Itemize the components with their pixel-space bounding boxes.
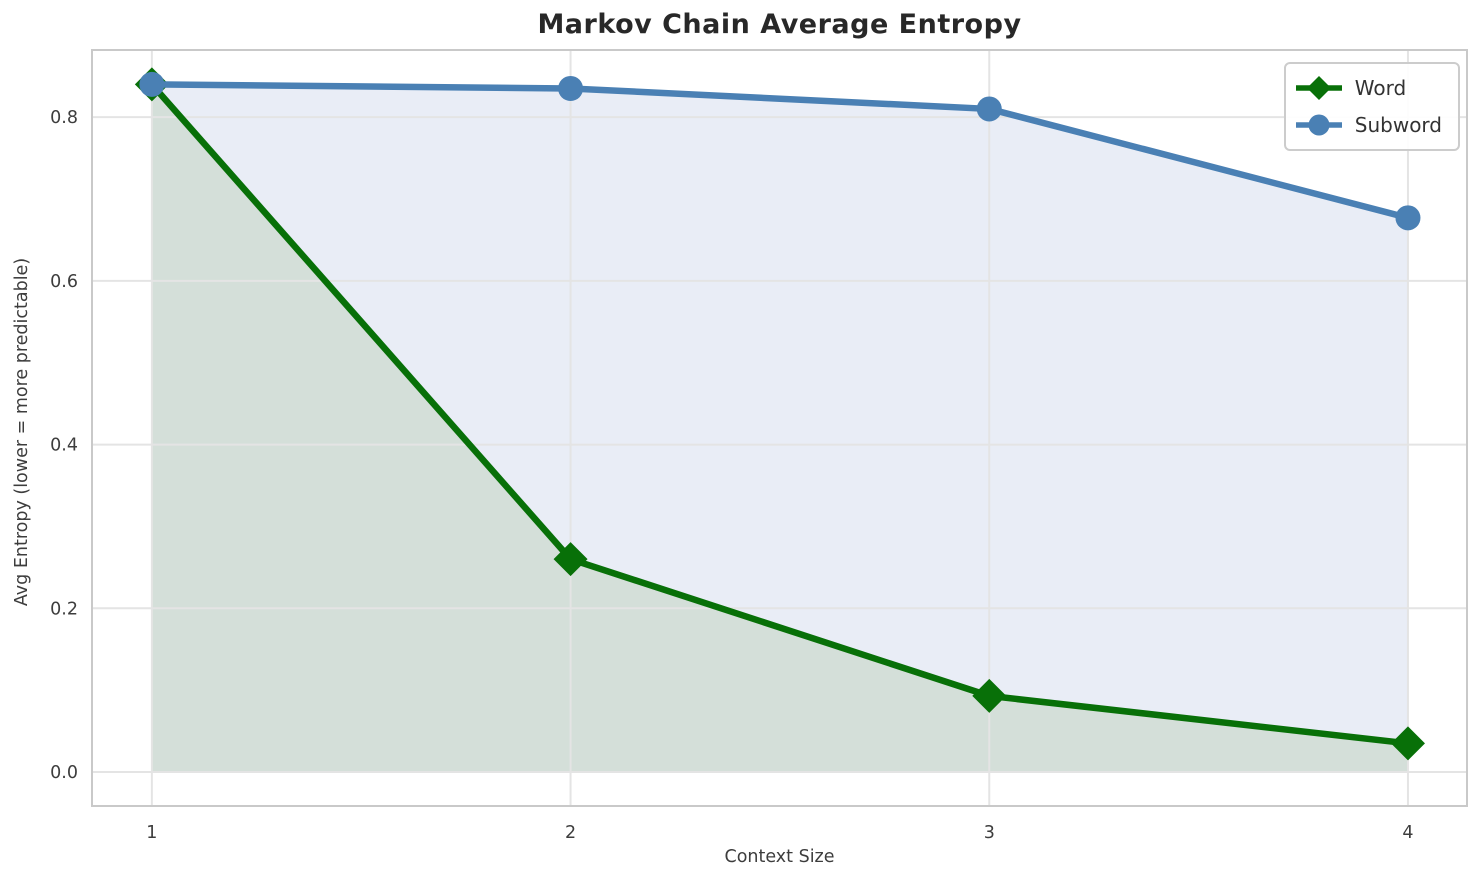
subword-line xyxy=(148,81,1412,222)
word-marker xyxy=(972,678,1007,713)
subword-marker xyxy=(139,71,165,97)
legend-label: Subword xyxy=(1354,113,1442,137)
subword-marker xyxy=(976,96,1002,122)
y-tick-label: 0.8 xyxy=(50,108,78,128)
x-tick-label: 1 xyxy=(146,823,157,843)
legend-item-word: Word xyxy=(1295,71,1442,105)
legend-label: Word xyxy=(1354,76,1407,100)
y-tick-label: 0.4 xyxy=(50,436,78,456)
x-tick-label: 3 xyxy=(984,823,995,843)
y-tick-label: 0.2 xyxy=(50,599,78,619)
word-marker xyxy=(1390,726,1425,761)
word-line xyxy=(148,81,1412,747)
x-tick-label: 4 xyxy=(1402,823,1413,843)
x-tick-label: 2 xyxy=(565,823,576,843)
x-axis-label: Context Size xyxy=(724,847,835,867)
diamond-legend-marker-icon xyxy=(1295,76,1342,100)
chart-title: Markov Chain Average Entropy xyxy=(537,9,1022,40)
y-tick-label: 0.0 xyxy=(50,763,78,783)
circle-legend-marker-icon xyxy=(1295,114,1342,136)
plot-border xyxy=(91,49,1468,807)
subword-marker xyxy=(1395,205,1421,231)
legend: Word Subword xyxy=(1283,62,1460,151)
subword-marker xyxy=(558,75,584,101)
y-tick-label: 0.6 xyxy=(50,272,78,292)
legend-item-subword: Subword xyxy=(1295,108,1442,142)
word-marker xyxy=(553,542,588,577)
word-area-fill xyxy=(151,84,1408,773)
